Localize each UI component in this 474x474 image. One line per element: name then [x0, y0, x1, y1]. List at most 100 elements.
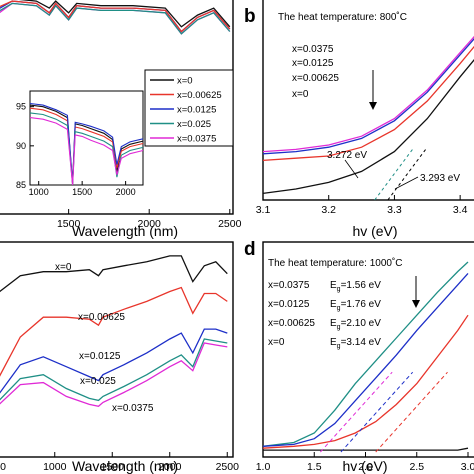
- panel-b-tangent-line: [374, 146, 415, 201]
- panel-a-x-tick-label: 1500: [57, 218, 81, 230]
- legend-box: [144, 69, 234, 147]
- eg-table-value: Eg=1.76 eV: [330, 299, 381, 312]
- panel-a-x-tick-label: 2500: [218, 218, 242, 230]
- panel-c-series: [0, 255, 228, 408]
- panel-c-label-00625: x=0.00625: [78, 312, 125, 323]
- panel-a-legend: x=0 x=0.00625 x=0.0125 x=0.025 x=0.0375: [144, 69, 234, 147]
- panel-c-x-tick-label: 2500: [216, 461, 240, 473]
- panel-d-arrowhead: [412, 300, 420, 308]
- panel-c-label-0: x=0: [55, 262, 72, 273]
- eg-table-x: x=0.0375: [268, 280, 310, 291]
- panel-d-eg-table: x=0.0375 Eg=1.56 eV x=0.0125 Eg=1.76 eV x=0.…: [268, 280, 381, 350]
- panel-c-series-line: [0, 255, 228, 293]
- panel-c-x-axis-title: Wavelength (nm): [72, 458, 178, 474]
- panel-d-x-tick-label: 1.0: [256, 461, 271, 473]
- eg-table-x: x=0: [268, 337, 285, 348]
- panel-d-tangent-line: [375, 371, 448, 453]
- panel-b-series-line: [262, 38, 474, 155]
- panel-b-x-tick-label: 3.1: [256, 204, 271, 216]
- panel-b-x-tick-label: 3.2: [321, 204, 336, 216]
- panel-d-x-tick-label: 2.5: [409, 461, 424, 473]
- panel-d-x-axis-title: hv (eV): [342, 458, 387, 474]
- inset-series-line: [29, 112, 144, 186]
- panel-a: 5001000150020002500 Wavelength (nm) 1000…: [0, 0, 242, 239]
- panel-b-temperature-note: The heat temperature: 800˚C: [278, 11, 407, 23]
- panel-b-frame: [262, 0, 474, 201]
- panel-b-series-line: [262, 45, 474, 162]
- panel-a-series-line: [0, 0, 231, 33]
- panel-d-series-line: [262, 261, 469, 447]
- panel-d-tangent-line: [340, 371, 414, 453]
- panel-b: b 3.1 3.2 3.3 3.4 The heat temperature: 800…: [244, 0, 474, 239]
- panel-a-inset: 1000 1500 2000 85 90 95: [16, 90, 144, 197]
- legend-entry: x=0.00625: [177, 90, 222, 101]
- panel-b-eg1-pointer: [344, 159, 359, 179]
- inset-series-line: [29, 117, 144, 186]
- panel-c-frame: [0, 241, 234, 458]
- panel-d-series-line: [262, 314, 469, 449]
- eg-table-x: x=0.0125: [268, 299, 310, 310]
- inset-x-tick-label: 1500: [72, 187, 92, 197]
- panel-d-series: [262, 261, 469, 453]
- panel-a-series-line: [0, 2, 231, 35]
- panel-b-eg1-label: 3.272 eV: [327, 150, 367, 161]
- panel-c: 500 1000 1500 2000 2500 x=0 x=0.00625 x=0.01…: [0, 241, 240, 474]
- panel-c-x-tick-label: 2000: [158, 461, 182, 473]
- inset-x-tick-label: 1000: [29, 187, 49, 197]
- inset-series-line: [29, 102, 144, 183]
- panel-b-label-0: x=0: [292, 89, 309, 100]
- panel-a-series-line: [0, 2, 231, 35]
- legend-entry: x=0.0125: [177, 105, 216, 116]
- panel-a-series: [0, 0, 231, 35]
- panel-d-x-ticks: 1.0 1.5 2.0 2.5 3.0: [256, 452, 474, 473]
- panel-d-x-tick-label: 3.0: [461, 461, 474, 473]
- panel-c-x-tick-label: 1000: [43, 461, 67, 473]
- panel-c-series-line: [0, 328, 228, 394]
- eg-table-x: x=0.00625: [268, 318, 315, 329]
- legend-entry: x=0.0375: [177, 134, 216, 145]
- inset-y-tick-label: 85: [16, 180, 26, 190]
- panel-d: d 1.0 1.5 2.0 2.5 3.0 The heat temperature: …: [244, 239, 474, 474]
- panel-d-frame: [262, 241, 474, 458]
- panel-b-eg2-label: 3.293 eV: [420, 173, 460, 184]
- panel-d-temperature-note: The heat temperature: 1000˚C: [268, 257, 403, 269]
- panel-b-series-line: [262, 35, 474, 153]
- panel-c-series-line: [0, 286, 228, 377]
- panel-b-x-tick-label: 3.4: [453, 204, 468, 216]
- panel-d-x-tick-label: 2.0: [358, 461, 373, 473]
- panel-letter-d: d: [244, 239, 256, 260]
- panel-d-tangent-line: [320, 371, 393, 453]
- panel-d-x-tick-label: 1.5: [307, 461, 322, 473]
- panel-letter-b: b: [244, 6, 256, 27]
- eg-table-value: Eg=1.56 eV: [330, 280, 381, 293]
- panel-d-series-line: [263, 447, 469, 451]
- panel-d-series-line: [262, 272, 469, 447]
- legend-entry: x=0: [177, 76, 193, 87]
- panel-b-arrowhead: [369, 102, 377, 110]
- panel-c-label-0125: x=0.0125: [79, 351, 121, 362]
- panel-a-series-line: [0, 0, 231, 33]
- inset-y-tick-label: 95: [16, 102, 26, 112]
- eg-table-value: Eg=3.14 eV: [330, 337, 381, 350]
- panel-b-label-00625: x=0.00625: [292, 73, 339, 84]
- panel-b-x-ticks: 3.1 3.2 3.3 3.4: [256, 195, 468, 216]
- panel-c-series-line: [0, 338, 228, 402]
- panel-a-x-axis-title: Wavelength (nm): [72, 223, 178, 239]
- panel-a-series-line: [18, 0, 231, 28]
- panel-c-x-tick-label: 1500: [101, 461, 125, 473]
- panel-b-label-0375: x=0.0375: [292, 44, 334, 55]
- panel-b-eg2-pointer: [394, 176, 419, 190]
- panel-b-x-axis-title: hv (eV): [352, 223, 397, 239]
- inset-x-tick-label: 2000: [116, 187, 136, 197]
- inset-y-tick-label: 90: [16, 141, 26, 151]
- panel-b-tangent-line: [387, 146, 428, 201]
- legend-entry: x=0.025: [177, 119, 211, 130]
- panel-b-x-tick-label: 3.3: [387, 204, 402, 216]
- inset-series: [29, 102, 144, 186]
- inset-ticks: 1000 1500 2000 85 90 95: [16, 102, 136, 197]
- panel-b-label-0125: x=0.0125: [292, 58, 334, 69]
- panel-b-series-line: [262, 59, 474, 195]
- panel-c-x-tick-label: 500: [0, 461, 6, 473]
- panel-b-series: [262, 35, 474, 201]
